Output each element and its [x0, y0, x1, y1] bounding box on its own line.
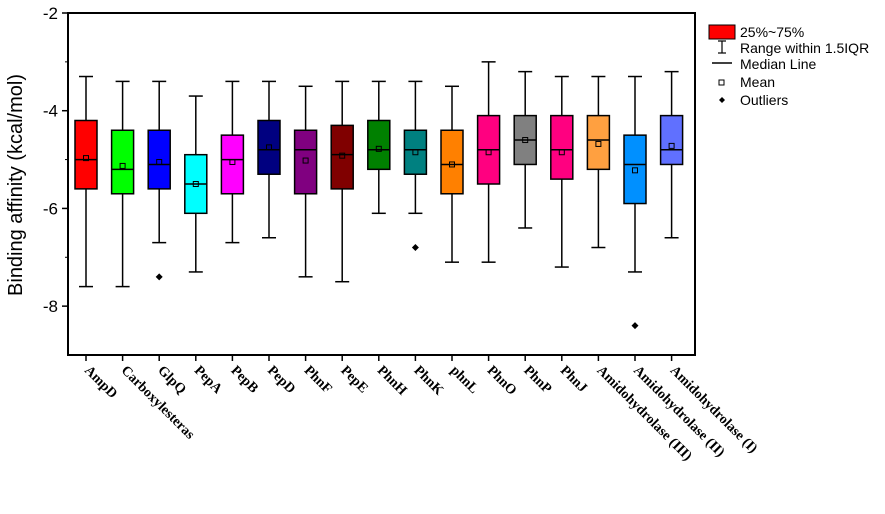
x-tick-label: PepA [191, 363, 225, 397]
legend-mean-label: Mean [740, 74, 775, 90]
mean-marker [266, 144, 272, 151]
x-tick-label: PepB [228, 363, 261, 396]
x-tick-label: PhnH [374, 363, 409, 398]
legend-box-swatch [708, 24, 736, 40]
y-tick-label: -8 [43, 297, 58, 316]
x-tick-label: PepE [337, 363, 370, 396]
x-tick-label: PhnK [411, 363, 446, 398]
x-tick-label: GlpQ [154, 363, 188, 397]
box-carboxylesteras [110, 129, 135, 195]
x-tick-label: PhnF [301, 363, 335, 397]
legend-box-label: 25%~75% [740, 24, 804, 40]
legend-median-label: Median Line [740, 56, 816, 72]
x-tick-label: phnL [447, 363, 481, 397]
box-pepd [257, 119, 281, 175]
mean-marker [449, 161, 455, 168]
mean-marker [229, 159, 236, 166]
box-amidohydrolase-i- [659, 114, 684, 166]
box-phnh [367, 119, 391, 171]
mean-marker [302, 157, 309, 164]
mean-marker [522, 137, 529, 144]
plot-frame [67, 12, 696, 356]
y-tick-label: -6 [43, 199, 58, 218]
legend-outlier-swatch [719, 97, 725, 103]
y-axis-label: Binding affinity (kcal/mol) [5, 74, 27, 296]
legend-mean-swatch [718, 79, 725, 86]
mean-marker [192, 181, 199, 187]
legend: 25%~75% Range within 1.5IQR Median Line … [708, 24, 869, 108]
mean-marker [668, 142, 675, 149]
y-tick-label: -2 [43, 4, 58, 23]
mean-marker [119, 162, 126, 169]
outlier-point [631, 322, 639, 330]
legend-range-swatch [718, 40, 726, 54]
mean-marker [632, 167, 638, 174]
box-amidohydrolase-ii- [623, 134, 647, 205]
x-tick-label: PepD [264, 363, 298, 397]
x-tick-label: AmpD [81, 363, 120, 402]
mean-marker [412, 149, 419, 156]
x-tick-label: PhnP [520, 363, 554, 397]
box-phnk [403, 129, 428, 175]
mean-marker [83, 155, 89, 162]
mean-marker [558, 149, 565, 156]
mean-marker [375, 145, 382, 152]
mean-marker [485, 149, 492, 156]
box-phnj [550, 114, 574, 180]
box-ampd [74, 119, 98, 190]
y-tick-label: -4 [43, 102, 58, 121]
outlier-point [411, 244, 419, 252]
mean-marker [595, 140, 602, 147]
outlier-point [155, 273, 163, 281]
legend-range-label: Range within 1.5IQR [740, 40, 869, 56]
x-tick-label: PhnJ [557, 363, 590, 396]
legend-outlier-label: Outliers [740, 92, 788, 108]
x-tick-label: PhnO [484, 363, 519, 398]
box-pepe [330, 124, 354, 190]
mean-marker [156, 159, 163, 166]
box-phnf [293, 129, 318, 195]
mean-marker [339, 152, 346, 159]
box-amidohydrolase-iii- [586, 114, 611, 171]
